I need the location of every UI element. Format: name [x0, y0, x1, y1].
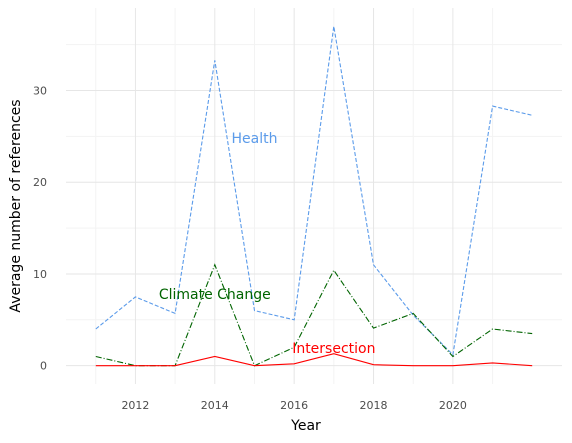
x-tick-label: 2012: [121, 399, 149, 412]
y-tick-label: 10: [33, 268, 47, 281]
series-label-intersection: Intersection: [292, 341, 375, 357]
series-line-intersection: [95, 353, 533, 367]
y-axis-ticks: 0 10 20 30: [33, 85, 47, 373]
series-label-climate-change: Climate Change: [159, 287, 271, 303]
y-tick-label: 0: [40, 360, 47, 373]
x-tick-label: 2018: [360, 399, 388, 412]
series-line-climate-change: [95, 263, 533, 367]
y-tick-label: 30: [33, 85, 47, 98]
y-axis-title: Average number of references: [8, 99, 24, 312]
x-tick-label: 2014: [201, 399, 229, 412]
series-labels: Health Climate Change Intersection: [159, 131, 376, 357]
series-label-health: Health: [231, 131, 277, 147]
series-lines: [95, 26, 533, 367]
x-axis-ticks: 2012 2014 2016 2018 2020: [121, 399, 466, 412]
x-tick-label: 2020: [439, 399, 467, 412]
series-line-health: [95, 26, 533, 356]
y-tick-label: 20: [33, 176, 47, 189]
x-axis-title: Year: [290, 418, 321, 434]
x-tick-label: 2016: [280, 399, 308, 412]
grid-major: [66, 8, 562, 384]
grid-minor: [66, 8, 562, 384]
